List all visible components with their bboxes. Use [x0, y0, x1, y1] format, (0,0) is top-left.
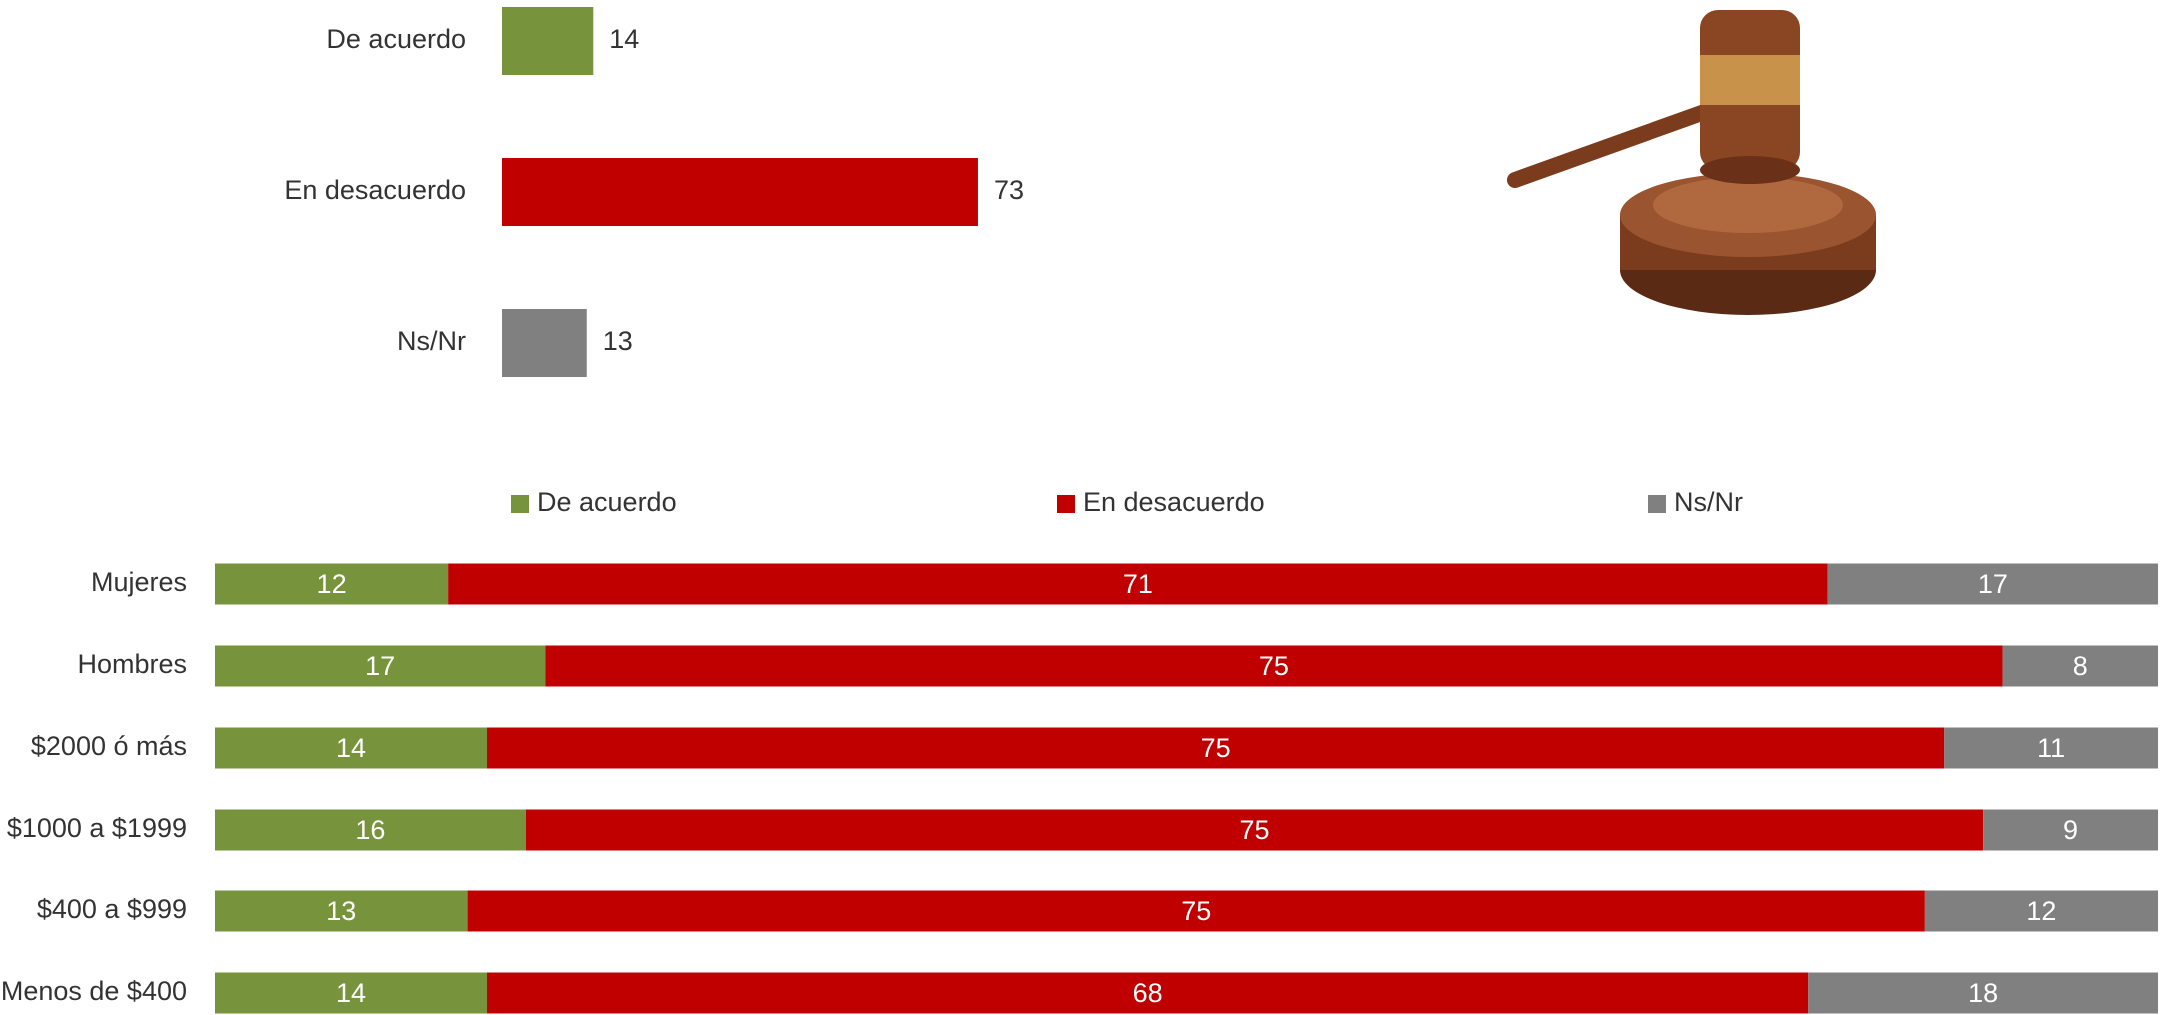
legend-swatch [1648, 495, 1666, 513]
bar-segment [1924, 890, 2158, 932]
value-label: 16 [355, 815, 385, 845]
value-label: 14 [336, 978, 366, 1008]
category-label: Mujeres [91, 567, 187, 597]
bar [502, 158, 978, 226]
category-label: Hombres [77, 649, 187, 679]
gavel-image [1507, 10, 1876, 315]
bar-segment [1944, 727, 2158, 769]
bar-segment [1808, 972, 2158, 1014]
category-label: $1000 a $1999 [7, 813, 187, 843]
legend-label: De acuerdo [537, 487, 677, 517]
value-label: 71 [1123, 569, 1153, 599]
bar [502, 309, 587, 377]
bar-segment [525, 809, 1984, 851]
value-label: 12 [2026, 896, 2056, 926]
category-label: Menos de $400 [1, 976, 187, 1006]
bar-segment [448, 563, 1828, 605]
value-label: 8 [2073, 651, 2088, 681]
legend-swatch [1057, 495, 1075, 513]
value-label: 75 [1259, 651, 1289, 681]
bar-segment [487, 972, 1809, 1014]
value-label: 14 [609, 24, 639, 54]
value-label: 13 [326, 896, 356, 926]
bar [502, 7, 594, 75]
value-label: 11 [2037, 733, 2065, 763]
value-label: 12 [317, 569, 347, 599]
bar-segment [1983, 809, 2158, 851]
value-label: 75 [1201, 733, 1231, 763]
value-label: 73 [994, 175, 1024, 205]
legend-swatch [511, 495, 529, 513]
bar-segment [467, 890, 1925, 932]
value-label: 9 [2063, 815, 2078, 845]
bar-segment [215, 809, 526, 851]
legend-label: En desacuerdo [1083, 487, 1265, 517]
value-label: 17 [365, 651, 395, 681]
value-label: 68 [1133, 978, 1163, 1008]
bar-segment [215, 563, 449, 605]
bar-segment [215, 972, 488, 1014]
category-label: En desacuerdo [284, 175, 466, 205]
bar-segment [545, 645, 2003, 687]
legend-label: Ns/Nr [1674, 487, 1743, 517]
value-label: 75 [1181, 896, 1211, 926]
category-label: $2000 ó más [31, 731, 187, 761]
category-label: De acuerdo [326, 24, 466, 54]
bar-segment [487, 727, 1945, 769]
bar-segment [2002, 645, 2158, 687]
value-label: 18 [1968, 978, 1998, 1008]
value-label: 14 [336, 733, 366, 763]
value-label: 75 [1239, 815, 1269, 845]
value-label: 17 [1978, 569, 2008, 599]
bar-segment [215, 727, 488, 769]
value-label: 13 [603, 326, 633, 356]
category-label: Ns/Nr [397, 326, 466, 356]
bar-segment [215, 890, 468, 932]
bar-segment [1827, 563, 2158, 605]
bar-segment [215, 645, 546, 687]
category-label: $400 a $999 [37, 894, 187, 924]
